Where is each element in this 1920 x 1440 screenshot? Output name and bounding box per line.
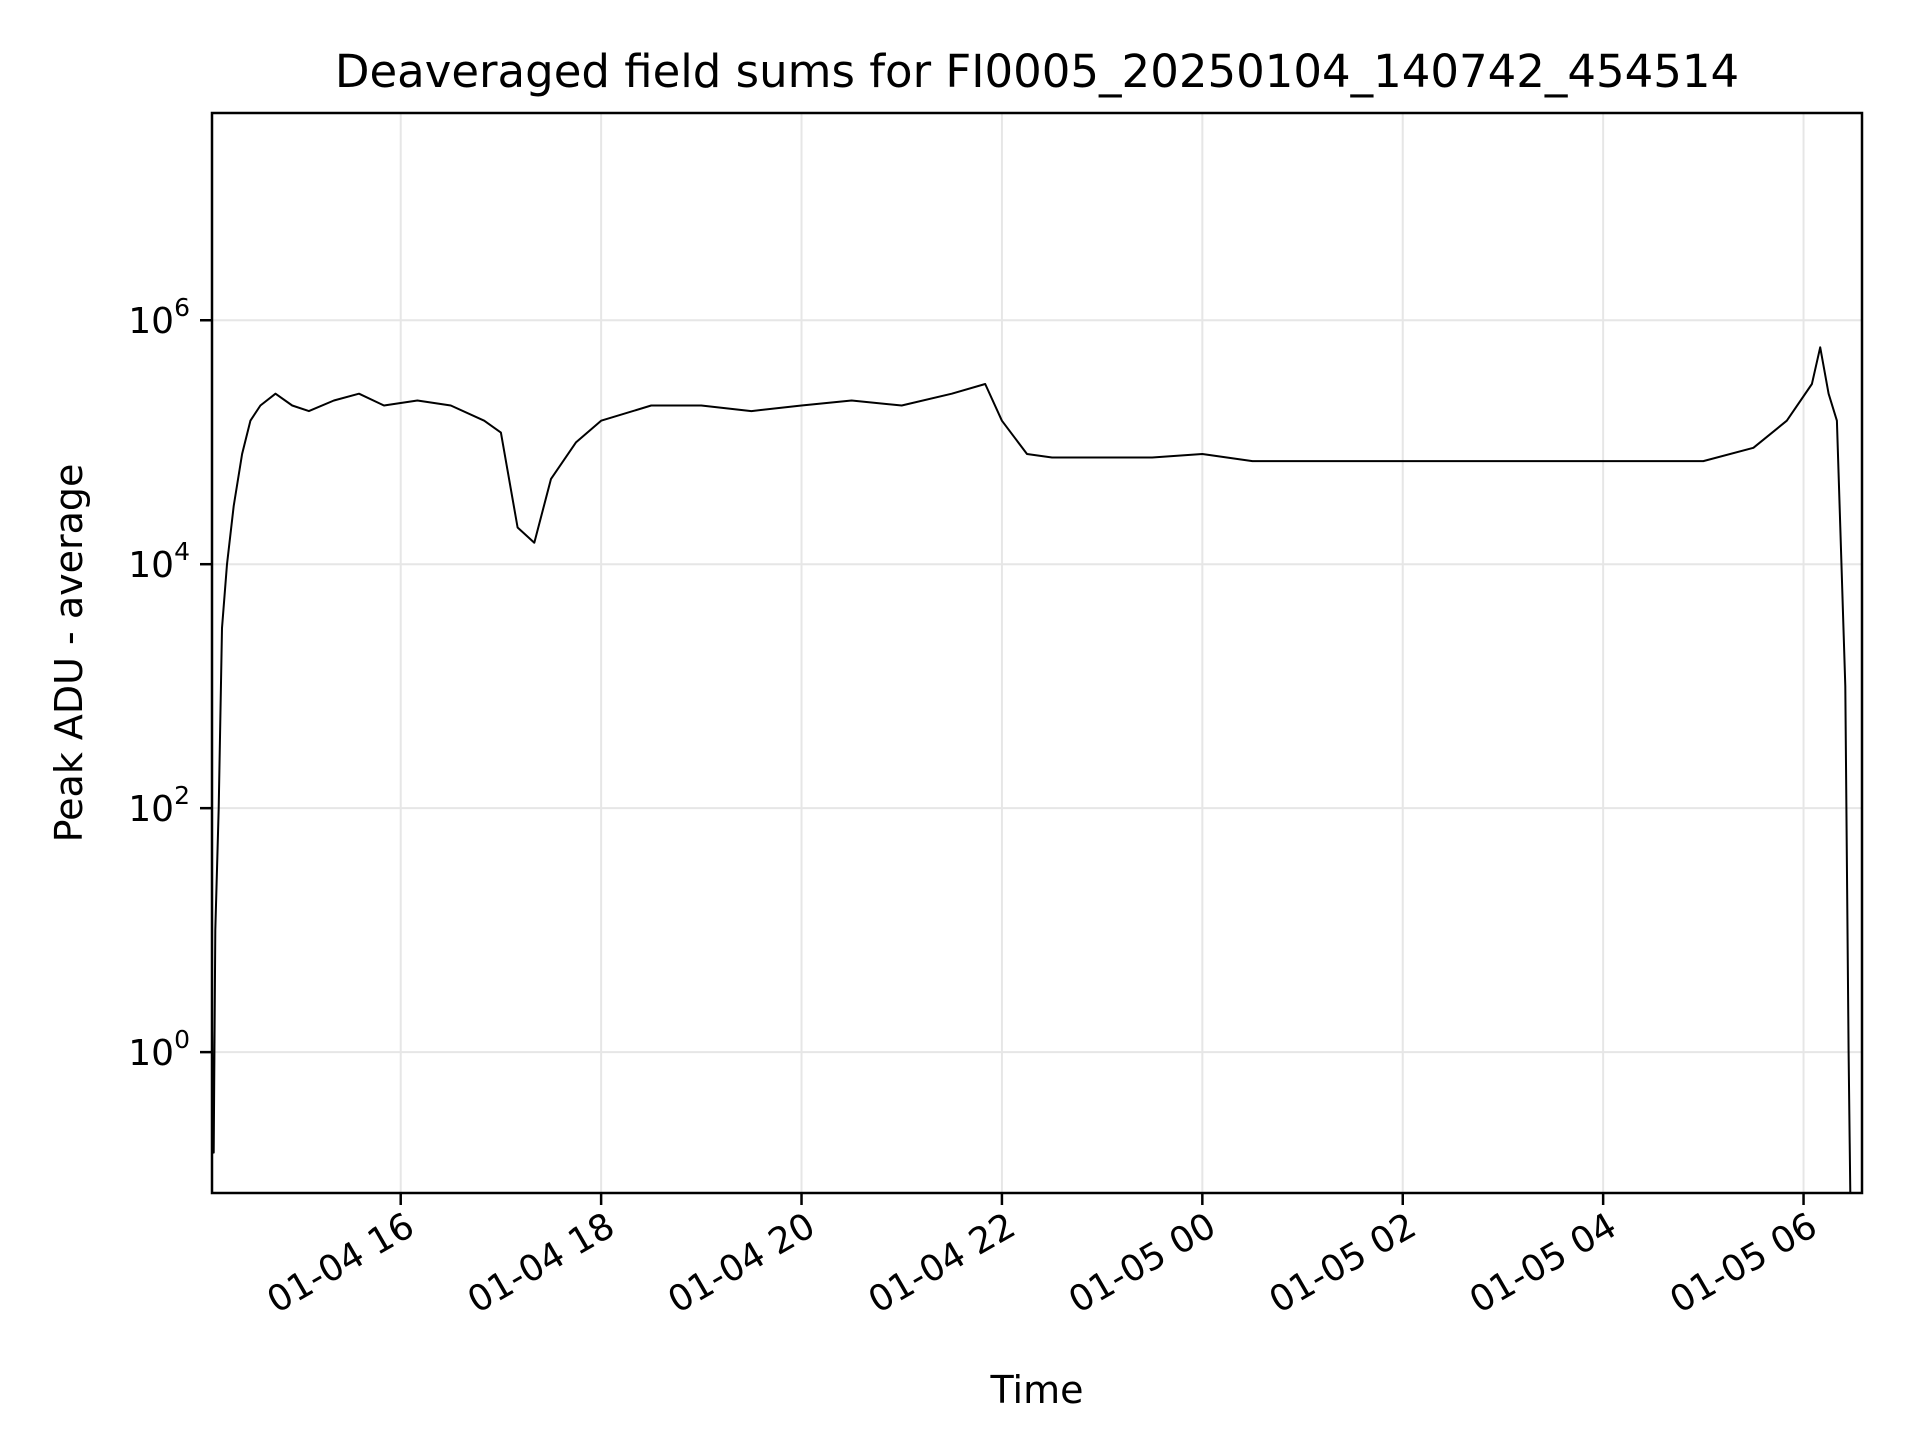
y-axis-label: Peak ADU - average <box>47 464 91 843</box>
series-line <box>212 346 1852 1193</box>
x-axis-label: Time <box>990 1368 1084 1412</box>
chart-title: Deaveraged field sums for FI0005_2025010… <box>335 45 1739 98</box>
data-line-layer <box>212 346 1852 1193</box>
plot-frame <box>210 111 1864 1195</box>
y-tick-label: 102 <box>128 781 190 830</box>
grid <box>212 113 1862 1193</box>
y-tick-label: 104 <box>128 537 190 586</box>
y-tick-label: 100 <box>128 1025 190 1074</box>
y-tick-label: 106 <box>128 293 190 342</box>
